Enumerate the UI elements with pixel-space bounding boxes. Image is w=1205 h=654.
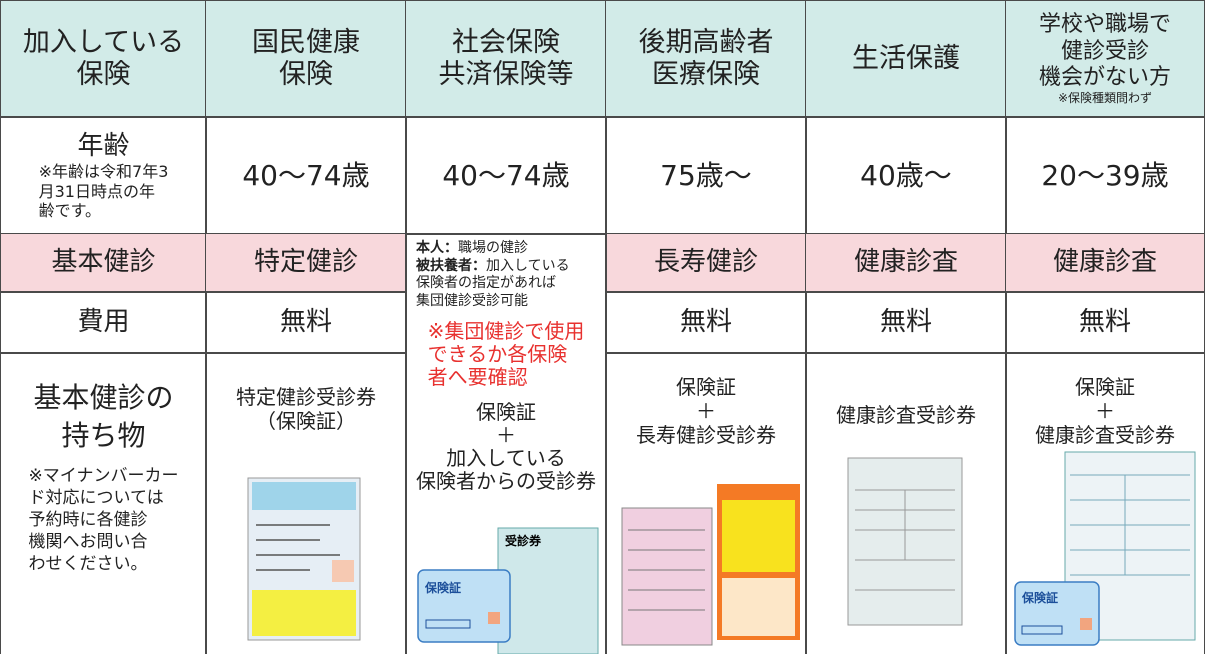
text-line: わせください。 [28,553,148,574]
header-lines: 学校や職場で 健診受診 機会がない方 [1039,12,1171,91]
voucher-image: 受診券 保険証 [417,527,599,654]
text-line: 月31日時点の年 [38,181,155,201]
voucher-label: 受診券 [505,533,542,548]
items-value: 特定健診受診券 （保険証） [205,352,407,654]
text-line: ド対応については [28,487,164,508]
text-line: 機会がない方 [1038,65,1171,90]
text-line: 保険 [279,59,333,90]
items-label: 基本健診の 持ち物 [33,379,173,455]
text-line: 者へ要確認 [427,365,528,389]
shakai-items: 保険証＋加入している 保険者からの受診券 [416,401,596,493]
text-line: 特定健診受診券 [236,385,376,409]
shakai-info: 本人：職場の健診 被扶養者：加入している 保険者の指定があれば 集団健診受診可能 [416,240,596,310]
checkup-value: 特定健診 [205,233,407,293]
text-line: ※マイナンバーカー [28,465,179,486]
text-line: 保険証 [1075,375,1135,399]
text-line: ※集団健診で使用 [427,319,585,343]
text-line: 生活保護 [852,42,960,74]
text-line: 健康診査受診券 [836,403,976,427]
dependent-text: 加入している [486,257,570,274]
age-label: 年齢 [77,131,130,162]
text-line: 共済保険等 [438,59,574,90]
card-label: 保険証 [1021,590,1058,605]
form-image: 保険証 [1014,451,1196,646]
dependent-text: 集団健診受診可能 [416,292,528,309]
ticket-image [247,477,361,641]
text-line: 健診受診 [1060,38,1149,64]
items-note: ※マイナンバーカー ド対応については 予約時に各健診 機関へお問い合 わせください。 [29,465,179,575]
age-note: ※年齢は令和7年3 月31日時点の年 齢です。 [39,162,169,220]
cost-value: 無料 [605,291,807,354]
checkup-value: 健康診査 [1005,233,1205,293]
header-note: ※保険種類問わず [1057,91,1153,106]
text-line: 予約時に各健診 [28,509,148,530]
cost-value: 無料 [205,291,407,354]
text-line: 後期高齢者 [638,26,774,58]
header-cell: 後期高齢者 医療保険 [605,0,807,118]
card-label: 保険証 [424,580,461,595]
text-line: 機関へお問い合 [28,531,148,552]
text-line: 加入している [22,26,185,58]
self-line: 本人：職場の健診 [416,240,596,258]
text-line: 保険証 [476,400,536,424]
text-line: 学校や職場で [1038,12,1171,38]
checkup-value: 長寿健診 [605,233,807,293]
self-label: 本人： [416,240,458,256]
cost-label: 費用 [0,291,207,354]
text-line: 長寿健診受診券 [636,423,776,447]
dependent-label: 被扶養者： [416,257,486,274]
header-cell: 学校や職場で 健診受診 機会がない方 ※保険種類問わず [1005,0,1205,118]
dependent-text: 保険者の指定があれば [416,275,556,291]
text-line: 加入している [446,446,566,470]
text-line: できるか各保険 [427,342,568,366]
cost-value: 無料 [1005,291,1205,354]
checkup-label: 基本健診 [0,233,207,293]
text-line: 医療保険 [652,59,760,90]
text-line: （保険証） [256,409,356,433]
age-value: 40〜74歳 [405,116,607,235]
text-line: ※年齢は令和7年3 [38,162,169,182]
text-line: 健康診査受診券 [1035,423,1175,447]
text-line: 保険証 [676,375,736,399]
text-line: 齢です。 [38,200,102,220]
items-label-cell: 基本健診の持ち物 ※マイナンバーカー ド対応については 予約時に各健診 機関へお問い合… [0,352,207,654]
form-image [847,457,963,626]
shakai-cell: 本人：職場の健診 被扶養者：加入している 保険者の指定があれば 集団健診受診可能… [405,233,607,654]
items-value: 健康診査受診券 [805,352,1007,654]
text-line: 保険者からの受診券 [416,469,596,493]
text-line: 保険 [76,59,131,90]
document-image [621,484,800,646]
text-line: ＋ [1095,399,1115,423]
checkup-value: 健康診査 [805,233,1007,293]
text-line: 基本健診の [33,381,174,414]
header-label: 加入している 保険 [0,0,207,118]
items-value: 保険証＋長寿健診受診券 [605,352,807,654]
text-line: ＋ [496,423,516,447]
dependent-line: 被扶養者：加入している [416,258,596,276]
header-cell: 社会保険 共済保険等 [405,0,607,118]
cost-value: 無料 [805,291,1007,354]
text-line: ＋ [696,399,716,423]
text-line: 社会保険 [452,26,560,58]
warning: ※集団健診で使用 できるか各保険 者へ要確認 [428,320,585,389]
text-line: 持ち物 [61,418,146,452]
age-label-cell: 年齢 ※年齢は令和7年3 月31日時点の年 齢です。 [0,116,207,235]
self-text: 職場の健診 [458,240,528,256]
text-line: 国民健康 [252,26,360,58]
